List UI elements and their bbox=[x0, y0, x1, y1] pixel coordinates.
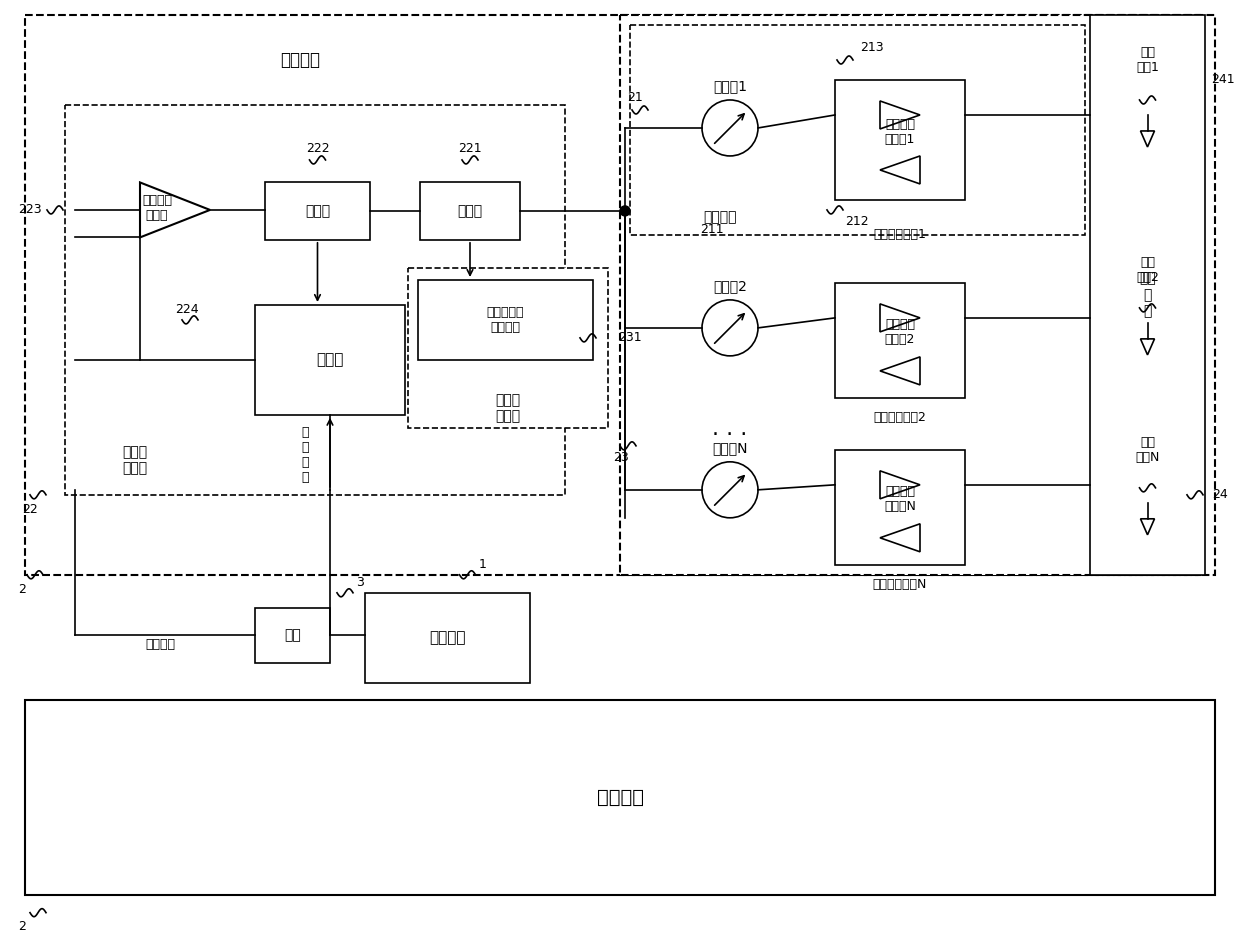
Text: 2: 2 bbox=[19, 583, 26, 597]
Text: 231: 231 bbox=[618, 331, 641, 344]
Text: 射频模块: 射频模块 bbox=[280, 51, 320, 69]
Text: 天线
单元2: 天线 单元2 bbox=[1136, 256, 1159, 284]
Bar bbox=[420, 182, 520, 240]
Text: 收发机: 收发机 bbox=[316, 352, 343, 367]
Text: 幅度与相位
感测电路: 幅度与相位 感测电路 bbox=[487, 306, 525, 334]
Bar bbox=[408, 268, 608, 428]
Text: 222: 222 bbox=[306, 142, 330, 155]
Text: 第二收
发单元: 第二收 发单元 bbox=[496, 393, 521, 423]
Bar bbox=[835, 283, 965, 398]
Text: 射频模块: 射频模块 bbox=[596, 787, 644, 807]
Text: 相移器N: 相移器N bbox=[712, 440, 748, 454]
Bar bbox=[255, 608, 330, 663]
Text: 24: 24 bbox=[1213, 488, 1228, 501]
Text: 物理链路: 物理链路 bbox=[145, 639, 175, 652]
Text: 相移器2: 相移器2 bbox=[713, 279, 746, 293]
Text: 3: 3 bbox=[356, 576, 363, 589]
Bar bbox=[25, 15, 1215, 575]
Text: 221: 221 bbox=[459, 142, 482, 155]
Text: 天线通道: 天线通道 bbox=[703, 210, 737, 223]
Bar bbox=[255, 305, 405, 415]
Text: 基带芯片: 基带芯片 bbox=[429, 630, 466, 645]
Text: 224: 224 bbox=[175, 303, 198, 316]
Text: 开关: 开关 bbox=[284, 628, 301, 642]
Text: 第一功率
放大器: 第一功率 放大器 bbox=[143, 194, 172, 222]
Text: 相移器1: 相移器1 bbox=[713, 79, 746, 93]
Text: 241: 241 bbox=[1211, 74, 1235, 86]
Text: 21: 21 bbox=[627, 92, 642, 105]
Bar bbox=[64, 105, 565, 495]
Text: 23: 23 bbox=[613, 452, 629, 465]
Bar bbox=[630, 25, 1085, 235]
Bar bbox=[1090, 15, 1205, 575]
Text: 低噪声放大器N: 低噪声放大器N bbox=[873, 578, 928, 591]
Text: 223: 223 bbox=[19, 204, 42, 216]
Text: 2: 2 bbox=[19, 920, 26, 933]
Text: 耦合器: 耦合器 bbox=[458, 204, 482, 218]
Text: 第二功率
放大器1: 第二功率 放大器1 bbox=[885, 118, 915, 146]
Text: 213: 213 bbox=[861, 41, 884, 54]
Text: 212: 212 bbox=[844, 215, 869, 228]
Bar bbox=[265, 182, 370, 240]
Text: 天线
单元N: 天线 单元N bbox=[1136, 436, 1159, 464]
Bar bbox=[620, 15, 1200, 575]
Bar bbox=[365, 593, 529, 683]
Text: 第二功率
放大器N: 第二功率 放大器N bbox=[884, 485, 916, 513]
Bar bbox=[25, 699, 1215, 895]
Text: 1: 1 bbox=[479, 558, 486, 571]
Bar bbox=[418, 280, 593, 360]
Text: 天线
阵
列: 天线 阵 列 bbox=[1140, 272, 1156, 318]
Text: 第二功率
放大器2: 第二功率 放大器2 bbox=[885, 319, 915, 346]
Bar bbox=[835, 450, 965, 565]
Circle shape bbox=[620, 206, 630, 216]
Text: 211: 211 bbox=[701, 223, 724, 237]
Text: 双工器: 双工器 bbox=[305, 204, 330, 218]
Bar bbox=[835, 80, 965, 200]
Text: 物
理
链
路: 物 理 链 路 bbox=[301, 425, 309, 483]
Text: 第一收
发单元: 第一收 发单元 bbox=[123, 445, 148, 475]
Text: · · ·: · · · bbox=[712, 424, 748, 445]
Text: 天线
单元1: 天线 单元1 bbox=[1136, 46, 1159, 74]
Text: 低噪声放大器1: 低噪声放大器1 bbox=[873, 228, 926, 241]
Text: 22: 22 bbox=[22, 503, 38, 516]
Text: 低噪声放大器2: 低噪声放大器2 bbox=[873, 411, 926, 424]
